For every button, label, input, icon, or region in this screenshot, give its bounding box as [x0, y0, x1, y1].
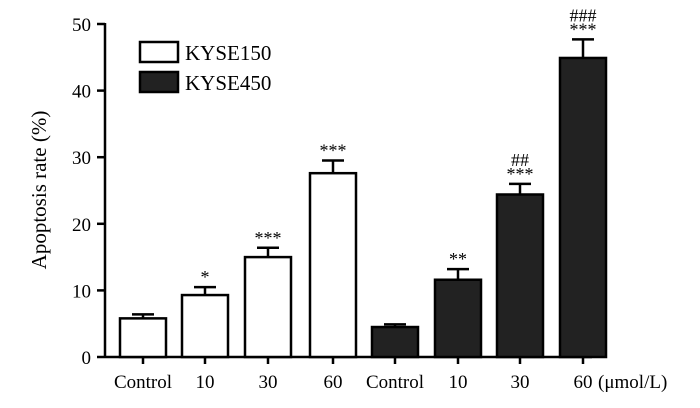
- x-axis: Control 10 30 60 Control 10 30 60: [105, 355, 593, 393]
- x-tick-label: 10: [196, 372, 215, 393]
- x-tick-label: 30: [259, 372, 278, 393]
- legend-swatch-kyse150: [138, 40, 180, 64]
- y-tick-label: 50: [72, 15, 91, 36]
- bar-kyse450: [495, 193, 545, 359]
- x-tick-label: Control: [114, 372, 172, 393]
- x-unit-label: (μmol/L): [598, 372, 667, 393]
- y-axis: 0 10 20 30 40 50: [72, 15, 107, 369]
- y-axis-label: Apoptosis rate (%): [27, 111, 51, 270]
- y-tick-label: 0: [82, 348, 92, 369]
- significance-marker: **: [449, 249, 467, 269]
- bar-kyse450: [433, 278, 483, 359]
- bar-kyse450: [370, 325, 420, 359]
- bar-kyse150: [308, 171, 358, 359]
- y-tick-label: 20: [72, 215, 91, 236]
- significance-marker: ***: [507, 164, 534, 184]
- x-tick-label: 30: [511, 372, 530, 393]
- bars: ************##***###: [118, 5, 608, 359]
- significance-marker-hash: ##: [511, 150, 529, 170]
- x-tick-label: 60: [574, 372, 593, 393]
- y-tick-label: 30: [72, 148, 91, 169]
- significance-marker: *: [201, 267, 210, 287]
- legend: KYSE150 KYSE450: [138, 40, 271, 95]
- bar-kyse150: [180, 293, 230, 359]
- x-tick-label: Control: [366, 372, 424, 393]
- y-tick-label: 40: [72, 82, 91, 103]
- legend-label-kyse450: KYSE450: [185, 71, 271, 95]
- legend-swatch-kyse450: [138, 70, 180, 94]
- x-tick-label: 60: [324, 372, 343, 393]
- significance-marker: ***: [320, 141, 347, 161]
- significance-marker: ***: [570, 19, 597, 39]
- bar-kyse450: [558, 56, 608, 359]
- significance-marker-hash: ###: [570, 5, 597, 25]
- x-tick-label: 10: [449, 372, 468, 393]
- y-tick-label: 10: [72, 281, 91, 302]
- bar-kyse150: [243, 255, 293, 359]
- legend-label-kyse150: KYSE150: [185, 41, 271, 65]
- significance-marker: ***: [255, 228, 282, 248]
- bar-kyse150: [118, 317, 168, 359]
